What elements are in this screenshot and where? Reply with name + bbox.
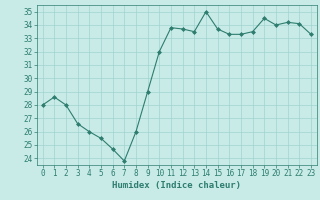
X-axis label: Humidex (Indice chaleur): Humidex (Indice chaleur): [112, 181, 241, 190]
